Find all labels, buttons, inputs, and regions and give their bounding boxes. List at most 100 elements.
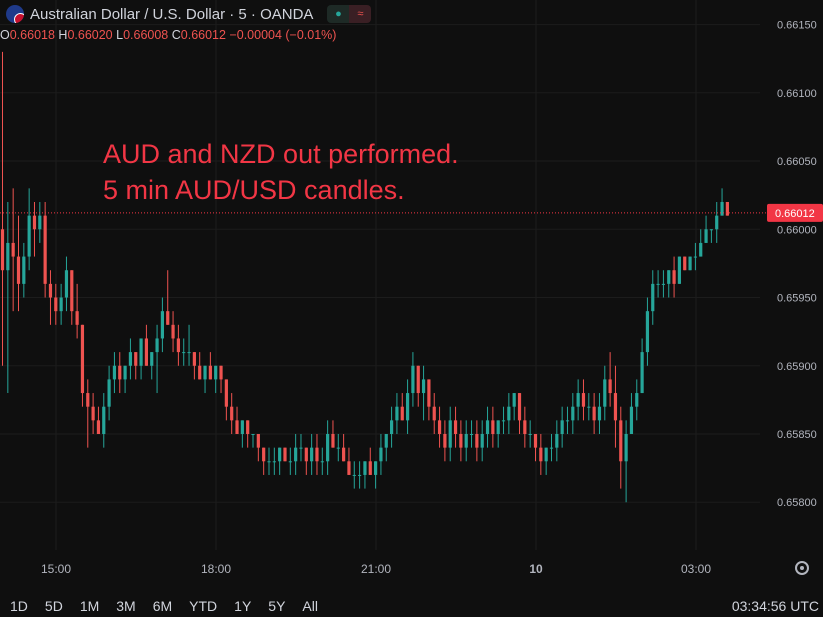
candle-body [645,311,650,353]
utc-clock[interactable]: 03:34:56 UTC [731,598,819,614]
candle [272,447,276,475]
candle [704,215,708,243]
chart-annotation[interactable]: AUD and NZD out performed. 5 min AUD/USD… [103,136,459,208]
candle [656,270,660,298]
range-button-5d[interactable]: 5D [44,598,63,614]
range-button-1d[interactable]: 1D [10,598,28,614]
range-button-all[interactable]: All [302,598,318,614]
candle-body [661,283,666,285]
candle-body [587,406,591,408]
candle [59,283,63,325]
candle-body [640,352,644,394]
time-axis[interactable]: 15:00 18:00 21:00 10 03:00 [41,562,711,576]
candle-body [118,365,122,380]
candle-body [64,270,69,298]
symbol-title[interactable]: Australian Dollar / U.S. Dollar · 5 · OA… [30,5,314,23]
candle-body [155,338,159,353]
candle [166,270,170,325]
candle [304,447,308,475]
candles [0,51,729,503]
candle-body [256,433,260,448]
market-status-pill[interactable]: ● ≈ [327,5,372,23]
candle [683,256,687,271]
candle-body [459,433,463,448]
candle-body [304,447,308,462]
candle-body [102,406,106,434]
candle [592,393,596,434]
candle [187,324,191,366]
candle [347,447,351,475]
range-button-3m[interactable]: 3M [116,598,136,614]
candle [501,406,506,434]
candle [32,201,37,257]
settings-gear-icon[interactable] [795,561,809,575]
candle-body [448,420,452,448]
candle [608,352,612,407]
candle [352,461,356,489]
candle [75,283,79,339]
candle [720,188,724,216]
candle-body [70,270,74,312]
candle [581,379,586,421]
candle [640,338,644,394]
candle-body [667,270,671,284]
candle [619,406,623,489]
candle-body [203,365,207,380]
candle [288,447,292,475]
candle-body [469,433,474,435]
candle [102,393,106,448]
candle-body [528,433,532,435]
candle [208,352,212,380]
market-open-icon[interactable]: ● [327,5,350,23]
y-tick-label: 0.66100 [777,88,817,100]
candle-body [699,242,703,257]
candle-body [523,420,527,434]
candle [555,420,559,462]
candle-body [624,433,628,462]
candle-body [224,379,228,407]
y-tick-label: 0.66000 [777,224,817,236]
candle [64,256,69,312]
current-price-label: 0.66012 [775,208,815,220]
candle-body [533,433,538,448]
candle [315,433,319,475]
candle-body [619,420,623,462]
candle [278,447,282,475]
candle-body [688,256,692,271]
candle [496,420,500,448]
price-axis[interactable]: 0.66150 0.66100 0.66050 0.66000 0.65950 0.659… [777,20,817,510]
candle [16,215,21,312]
candle [203,365,207,394]
candle [262,447,266,475]
range-button-1m[interactable]: 1M [79,598,100,614]
annotation-line-2: 5 min AUD/USD candles. [103,175,405,205]
range-button-ytd[interactable]: YTD [189,598,218,614]
candle [603,365,607,421]
ohlc-high-label: H [58,28,68,42]
candle [507,393,511,434]
candle-body [262,447,266,462]
candle-body [421,379,426,394]
range-button-5y[interactable]: 5Y [268,598,286,614]
candle-body [342,447,346,462]
candle-body [544,447,548,462]
range-button-1y[interactable]: 1Y [234,598,252,614]
candle-body [597,406,602,421]
candle [672,256,676,298]
candle [267,447,271,475]
candle-body [54,297,58,312]
ohlc-close-label: C [171,28,181,42]
range-button-6m[interactable]: 6M [152,598,173,614]
candle-body [251,433,255,435]
candle-body [246,420,250,434]
candle [230,393,234,434]
candle [235,406,239,434]
candle [528,420,532,448]
candle-body [214,365,218,380]
candle-body [507,406,511,421]
candle [331,420,335,448]
wave-icon[interactable]: ≈ [349,5,372,23]
candle-body [144,338,149,366]
candle-body [368,461,372,475]
